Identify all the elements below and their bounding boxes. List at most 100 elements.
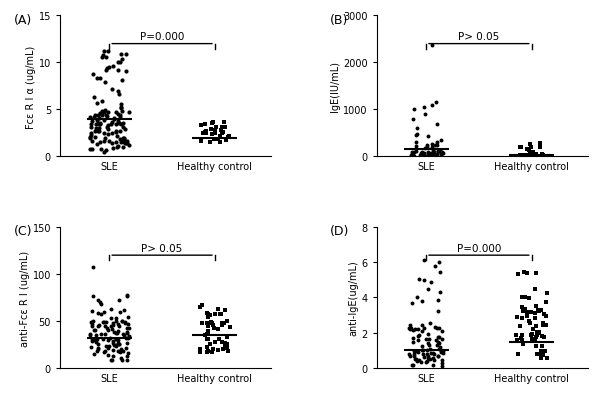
Point — [122, 329, 131, 336]
Point — [203, 323, 212, 329]
Point — [432, 143, 442, 149]
Point — [436, 137, 446, 144]
Point — [536, 307, 546, 314]
Point — [428, 355, 437, 362]
Point — [119, 135, 129, 142]
Point — [532, 351, 542, 357]
Point — [437, 149, 447, 156]
Point — [512, 337, 522, 343]
Point — [432, 325, 442, 331]
Point — [220, 307, 230, 314]
Point — [433, 148, 443, 155]
Point — [209, 136, 219, 143]
Point — [124, 333, 133, 339]
Point — [413, 333, 423, 339]
Point — [116, 346, 126, 352]
Point — [218, 130, 228, 136]
Point — [534, 329, 544, 336]
Point — [117, 56, 127, 63]
Point — [532, 334, 541, 340]
Point — [417, 328, 427, 335]
Point — [523, 270, 532, 276]
Point — [203, 336, 213, 342]
Point — [217, 339, 226, 345]
Point — [202, 348, 212, 355]
Point — [88, 72, 97, 78]
Point — [433, 334, 443, 340]
Point — [423, 151, 433, 157]
Point — [427, 152, 437, 159]
Point — [532, 332, 542, 339]
Point — [427, 42, 437, 49]
Point — [538, 343, 547, 349]
Point — [96, 311, 106, 317]
Point — [421, 146, 430, 152]
Point — [531, 323, 541, 330]
Point — [119, 136, 129, 143]
Point — [121, 345, 130, 351]
Point — [96, 331, 106, 338]
Point — [122, 330, 131, 337]
Point — [116, 347, 125, 354]
Point — [122, 353, 131, 360]
Point — [113, 329, 122, 336]
Point — [433, 308, 442, 314]
Point — [108, 322, 118, 328]
Point — [208, 119, 217, 126]
Y-axis label: Fcε R I α (ug/mL): Fcε R I α (ug/mL) — [26, 45, 36, 128]
Point — [97, 112, 107, 119]
Point — [222, 341, 232, 348]
Point — [99, 49, 109, 56]
Point — [517, 335, 526, 341]
Point — [111, 109, 121, 116]
Point — [218, 131, 227, 137]
Point — [428, 144, 437, 151]
Point — [107, 326, 117, 332]
Point — [118, 138, 127, 144]
Point — [432, 342, 442, 348]
Point — [406, 325, 416, 331]
Point — [523, 152, 533, 158]
Point — [92, 347, 102, 354]
Point — [104, 345, 113, 351]
Point — [104, 139, 113, 145]
Point — [103, 131, 113, 138]
Point — [97, 301, 106, 308]
Point — [206, 319, 216, 325]
Point — [429, 152, 439, 159]
Point — [112, 335, 121, 342]
Point — [213, 306, 223, 312]
Point — [529, 150, 538, 156]
Point — [103, 110, 113, 117]
Point — [114, 297, 124, 303]
Point — [542, 290, 551, 297]
Point — [202, 330, 212, 337]
Point — [532, 303, 541, 310]
Point — [120, 140, 130, 146]
Point — [100, 130, 109, 137]
Point — [533, 153, 543, 160]
Point — [104, 328, 113, 334]
Point — [92, 117, 102, 124]
Point — [208, 322, 217, 329]
Point — [429, 357, 439, 364]
Point — [426, 153, 436, 159]
Point — [404, 351, 413, 357]
Point — [113, 337, 122, 344]
Point — [108, 353, 118, 360]
Point — [103, 122, 112, 129]
Y-axis label: anti-IgE(ug/mL): anti-IgE(ug/mL) — [349, 260, 359, 335]
Point — [530, 310, 539, 316]
Point — [409, 107, 419, 113]
Point — [113, 348, 122, 354]
Point — [433, 297, 443, 303]
Point — [416, 359, 425, 365]
Point — [115, 349, 124, 356]
Point — [91, 134, 100, 141]
Point — [118, 109, 127, 115]
Point — [88, 336, 97, 342]
Point — [113, 119, 123, 126]
Point — [103, 352, 113, 358]
Point — [515, 144, 525, 151]
Point — [201, 131, 211, 137]
